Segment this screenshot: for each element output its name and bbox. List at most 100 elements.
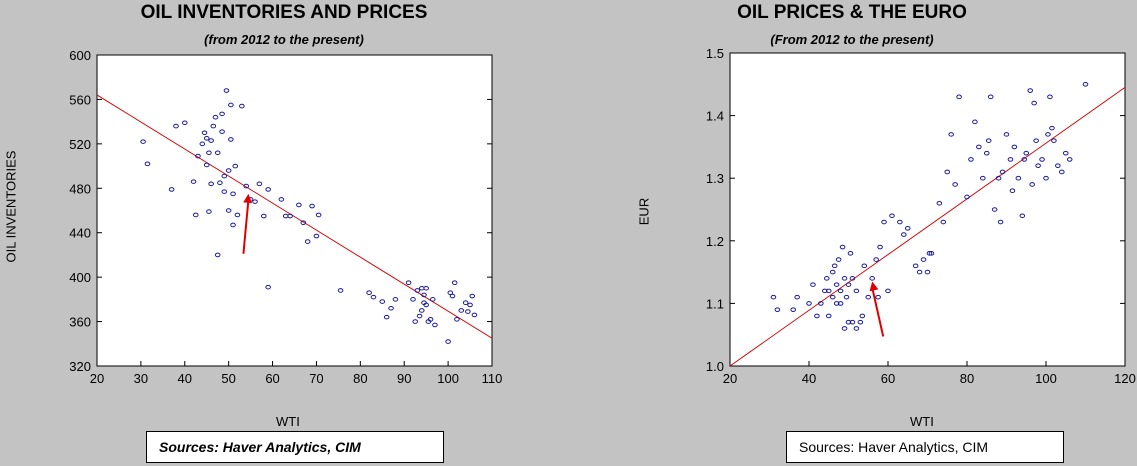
data-point [901,232,907,237]
data-point [173,123,179,129]
left-chart-plot: 20 30 40 50 60 70 80 90 100 110 320 360 400 440 480 520… [69,48,502,386]
data-point [234,212,241,218]
left-chart-subtitle: (from 2012 to the present) [204,32,364,47]
data-point [912,263,919,269]
data-point [995,175,1002,181]
data-point [469,293,476,299]
data-point [861,263,868,269]
data-point [458,308,465,313]
data-point [843,294,850,300]
data-point [920,257,927,262]
data-point [1003,132,1010,137]
data-point [1019,213,1026,219]
data-point [904,225,911,231]
data-point [885,288,891,294]
data-point [845,319,852,325]
x-tick-label: 60 [265,371,279,386]
data-point [1066,157,1073,162]
trend-line [97,94,492,339]
data-point [841,326,848,331]
x-tick-label: 50 [221,371,235,386]
data-point [223,88,230,93]
data-point [1031,100,1037,106]
arrow-shaft [871,287,885,337]
data-point [877,244,883,250]
data-point [810,282,816,287]
data-point [873,257,879,262]
data-point [230,222,236,228]
y-tick-label: 1.1 [706,296,724,311]
data-point [825,288,832,294]
data-point [265,187,271,192]
data-point [383,314,390,320]
data-point [337,288,344,293]
data-point [853,326,860,331]
data-point [869,276,876,281]
data-point [405,280,412,285]
data-point [225,208,232,213]
data-point [214,150,221,156]
data-point [199,141,206,147]
data-point [829,294,836,300]
data-point [260,213,267,219]
data-point [462,300,469,305]
data-point [1062,150,1069,156]
data-point [770,294,777,300]
right-chart-title: OIL PRICES & THE EURO [737,2,967,23]
data-point [190,179,197,184]
data-point [833,301,840,306]
plot-area [96,54,493,367]
data-point [980,175,986,181]
data-point [774,307,781,312]
y-tick-label: 480 [69,181,91,196]
data-point [201,130,208,136]
y-tick-label: 1.5 [706,46,724,61]
data-point [219,111,225,117]
x-tick-label: 100 [1035,371,1057,386]
data-point [192,212,199,218]
data-point [195,153,201,159]
data-point [239,103,245,109]
data-point [837,288,844,294]
data-point [432,322,438,328]
data-point [940,219,947,225]
data-point [865,294,872,300]
data-point [304,239,311,244]
data-point [1051,138,1057,143]
y-tick-label: 400 [69,270,91,285]
data-point [818,301,824,306]
data-point [825,313,832,319]
left-chart-panel: OIL INVENTORIES AND PRICES (from 2012 to… [0,0,568,466]
data-point [449,293,456,299]
data-point [412,319,418,324]
data-point [999,169,1006,175]
data-point [225,168,232,173]
data-point [823,276,830,281]
x-tick-label: 80 [353,371,367,386]
data-point [837,301,844,306]
data-point [217,180,223,186]
data-point [410,297,416,302]
data-point [1029,182,1035,187]
data-point [881,219,887,225]
left-chart-title: OIL INVENTORIES AND PRICES [140,2,428,23]
data-point [210,123,217,129]
data-point [928,251,935,256]
data-point [228,102,234,108]
data-point [243,183,250,189]
data-point [964,194,970,200]
x-tick-label: 120 [1114,371,1136,386]
data-point [416,313,423,319]
x-tick-label: 90 [397,371,411,386]
data-point [1021,157,1028,162]
data-point [794,294,800,300]
y-tick-label: 1.0 [706,359,724,374]
y-tick-label: 600 [69,48,91,63]
data-point [232,163,239,169]
data-point [1047,94,1053,100]
left-x-axis-label: WTI [276,414,300,429]
right-x-axis-label: WTI [910,414,934,429]
data-point [972,119,978,125]
data-point [392,297,399,302]
arrow-shaft [242,199,250,254]
